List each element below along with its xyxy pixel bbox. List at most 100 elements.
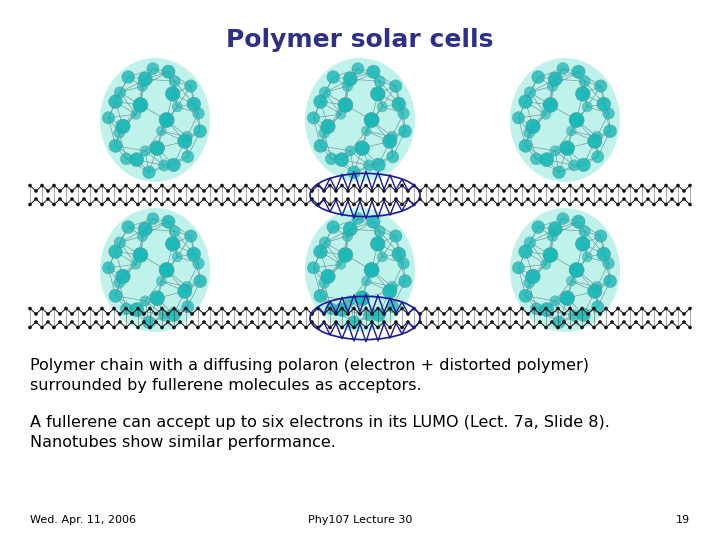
Ellipse shape [251, 189, 254, 193]
Ellipse shape [114, 237, 126, 248]
Ellipse shape [196, 307, 200, 310]
Ellipse shape [184, 202, 188, 206]
Ellipse shape [147, 213, 159, 225]
Ellipse shape [406, 320, 410, 324]
Ellipse shape [140, 146, 150, 156]
Ellipse shape [361, 126, 372, 136]
Ellipse shape [64, 184, 68, 187]
Ellipse shape [376, 202, 380, 206]
Ellipse shape [342, 231, 353, 241]
Ellipse shape [323, 189, 325, 193]
Ellipse shape [76, 307, 80, 310]
Ellipse shape [390, 230, 402, 242]
Ellipse shape [136, 307, 140, 310]
Ellipse shape [540, 153, 554, 167]
Ellipse shape [514, 320, 518, 324]
Ellipse shape [647, 320, 649, 324]
Ellipse shape [593, 326, 596, 329]
Ellipse shape [460, 307, 464, 310]
Ellipse shape [280, 307, 284, 310]
Ellipse shape [28, 326, 32, 329]
Ellipse shape [143, 316, 156, 328]
Ellipse shape [366, 65, 380, 78]
Text: Nanotubes show similar performance.: Nanotubes show similar performance. [30, 435, 336, 450]
Ellipse shape [298, 320, 302, 324]
Ellipse shape [526, 312, 530, 316]
Ellipse shape [167, 158, 180, 172]
Ellipse shape [325, 303, 337, 315]
Ellipse shape [118, 312, 122, 316]
Ellipse shape [193, 258, 204, 269]
Ellipse shape [359, 320, 362, 324]
Ellipse shape [166, 320, 170, 324]
Ellipse shape [652, 184, 656, 187]
Ellipse shape [472, 307, 476, 310]
Ellipse shape [64, 326, 68, 329]
Ellipse shape [568, 307, 572, 310]
Ellipse shape [343, 222, 357, 236]
Ellipse shape [244, 202, 248, 206]
Ellipse shape [388, 307, 392, 310]
Ellipse shape [334, 197, 338, 201]
Ellipse shape [592, 301, 604, 313]
Ellipse shape [593, 307, 596, 310]
Ellipse shape [268, 184, 272, 187]
Ellipse shape [676, 184, 680, 187]
Ellipse shape [592, 131, 603, 142]
Ellipse shape [162, 65, 175, 78]
Ellipse shape [136, 326, 140, 329]
Ellipse shape [634, 320, 638, 324]
Ellipse shape [82, 197, 86, 201]
Ellipse shape [569, 112, 584, 127]
Ellipse shape [316, 202, 320, 206]
Ellipse shape [557, 326, 560, 329]
Ellipse shape [562, 197, 566, 201]
Ellipse shape [400, 326, 404, 329]
Ellipse shape [100, 58, 210, 182]
Ellipse shape [400, 307, 404, 310]
Ellipse shape [387, 131, 397, 142]
Ellipse shape [125, 326, 128, 329]
Ellipse shape [521, 326, 523, 329]
Ellipse shape [424, 307, 428, 310]
Ellipse shape [232, 307, 236, 310]
Text: Phy107 Lecture 30: Phy107 Lecture 30 [308, 515, 412, 525]
Ellipse shape [109, 245, 122, 259]
Ellipse shape [125, 184, 128, 187]
Ellipse shape [399, 275, 412, 288]
Ellipse shape [436, 326, 440, 329]
Ellipse shape [346, 312, 350, 316]
Ellipse shape [160, 202, 164, 206]
Ellipse shape [370, 320, 374, 324]
Ellipse shape [392, 247, 405, 261]
Ellipse shape [611, 312, 613, 316]
Ellipse shape [395, 320, 397, 324]
Ellipse shape [196, 202, 200, 206]
Ellipse shape [575, 197, 577, 201]
Ellipse shape [355, 291, 369, 306]
Ellipse shape [392, 97, 405, 111]
Ellipse shape [148, 326, 152, 329]
Ellipse shape [503, 189, 505, 193]
Ellipse shape [513, 262, 525, 274]
Ellipse shape [262, 189, 266, 193]
Ellipse shape [256, 202, 260, 206]
Ellipse shape [338, 98, 353, 112]
Ellipse shape [53, 184, 56, 187]
Ellipse shape [665, 202, 668, 206]
Ellipse shape [568, 160, 580, 171]
Ellipse shape [118, 189, 122, 193]
Ellipse shape [238, 197, 242, 201]
Ellipse shape [102, 262, 114, 274]
Ellipse shape [136, 184, 140, 187]
Ellipse shape [490, 312, 494, 316]
Ellipse shape [109, 95, 122, 109]
Ellipse shape [575, 312, 577, 316]
Ellipse shape [577, 308, 590, 321]
Ellipse shape [490, 197, 494, 201]
Ellipse shape [521, 307, 523, 310]
Ellipse shape [580, 202, 584, 206]
Ellipse shape [158, 310, 170, 321]
Ellipse shape [100, 184, 104, 187]
Ellipse shape [604, 184, 608, 187]
